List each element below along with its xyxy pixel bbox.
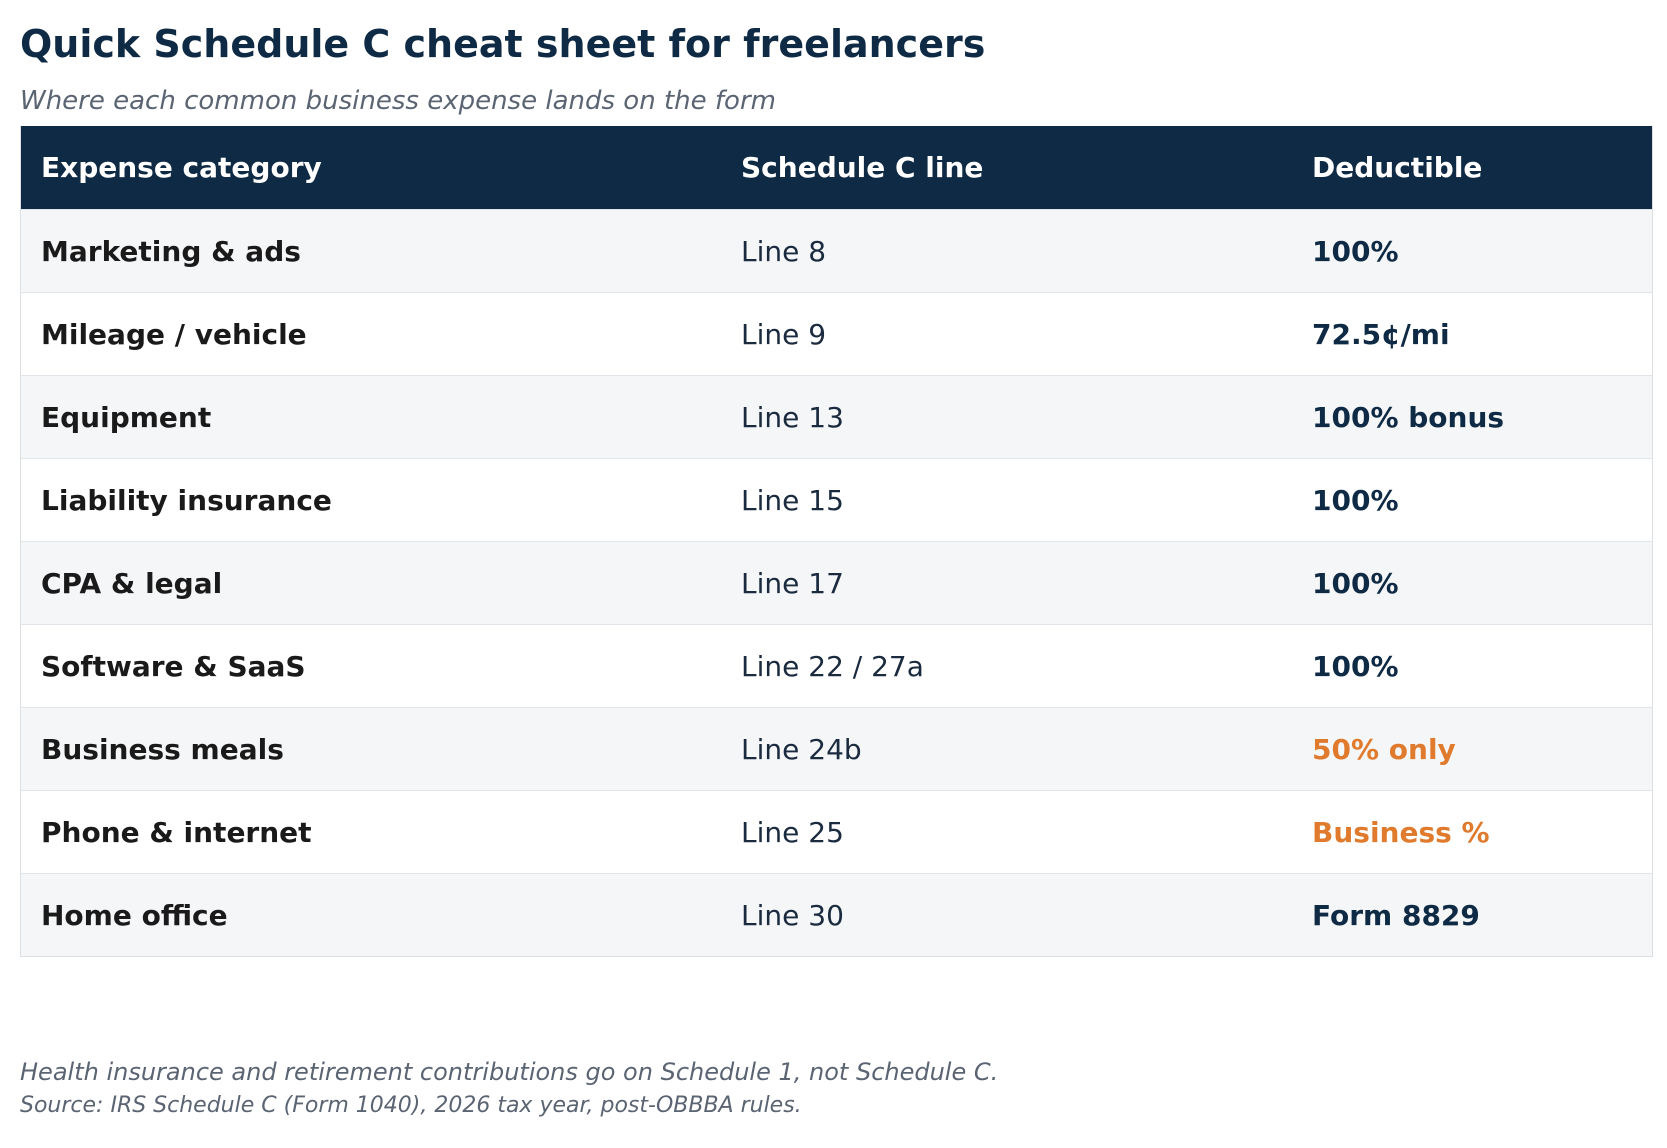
table-row: Equipment Line 13 100% bonus [21,375,1652,458]
schedule-line-cell: Line 30 [741,898,844,932]
schedule-line-cell: Line 8 [741,234,827,268]
page-subtitle: Where each common business expense lands… [20,86,776,116]
column-header-category: Expense category [41,151,322,184]
expense-category-cell: Business meals [41,732,284,766]
schedule-line-cell: Line 22 / 27a [741,649,924,683]
table-row: CPA & legal Line 17 100% [21,541,1652,624]
table-body: Marketing & ads Line 8 100% Mileage / vehic… [21,209,1652,956]
schedule-line-cell: Line 25 [741,815,844,849]
table-row: Business meals Line 24b 50% only [21,707,1652,790]
deductible-cell: 100% [1312,234,1399,268]
table-row: Marketing & ads Line 8 100% [21,209,1652,292]
deductible-cell: 50% only [1312,732,1456,766]
schedule-line-cell: Line 9 [741,317,827,351]
expense-category-cell: Home office [41,898,228,932]
table-row: Liability insurance Line 15 100% [21,458,1652,541]
schedule-line-cell: Line 24b [741,732,862,766]
deductible-cell: 100% [1312,483,1399,517]
expense-table: Expense category Schedule C line Deducti… [20,126,1653,957]
deductible-cell: Business % [1312,815,1490,849]
table-row: Home office Line 30 Form 8829 [21,873,1652,956]
deductible-cell: 72.5¢/mi [1312,317,1450,351]
expense-category-cell: Liability insurance [41,483,332,517]
deductible-cell: 100% [1312,649,1399,683]
expense-category-cell: Marketing & ads [41,234,301,268]
expense-category-cell: Mileage / vehicle [41,317,307,351]
deductible-cell: 100% bonus [1312,400,1505,434]
page-title: Quick Schedule C cheat sheet for freelan… [20,22,986,66]
deductible-cell: Form 8829 [1312,898,1480,932]
deductible-cell: 100% [1312,566,1399,600]
expense-category-cell: Phone & internet [41,815,312,849]
table-header-row: Expense category Schedule C line Deducti… [21,126,1652,209]
expense-category-cell: Software & SaaS [41,649,306,683]
expense-category-cell: Equipment [41,400,212,434]
column-header-deductible: Deductible [1312,151,1483,184]
expense-category-cell: CPA & legal [41,566,223,600]
schedule-line-cell: Line 13 [741,400,844,434]
table-row: Phone & internet Line 25 Business % [21,790,1652,873]
column-header-line: Schedule C line [741,151,984,184]
source-note: Source: IRS Schedule C (Form 1040), 2026… [20,1093,802,1118]
table-row: Mileage / vehicle Line 9 72.5¢/mi [21,292,1652,375]
table-row: Software & SaaS Line 22 / 27a 100% [21,624,1652,707]
footnote: Health insurance and retirement contribu… [20,1058,999,1086]
schedule-line-cell: Line 17 [741,566,844,600]
schedule-line-cell: Line 15 [741,483,844,517]
